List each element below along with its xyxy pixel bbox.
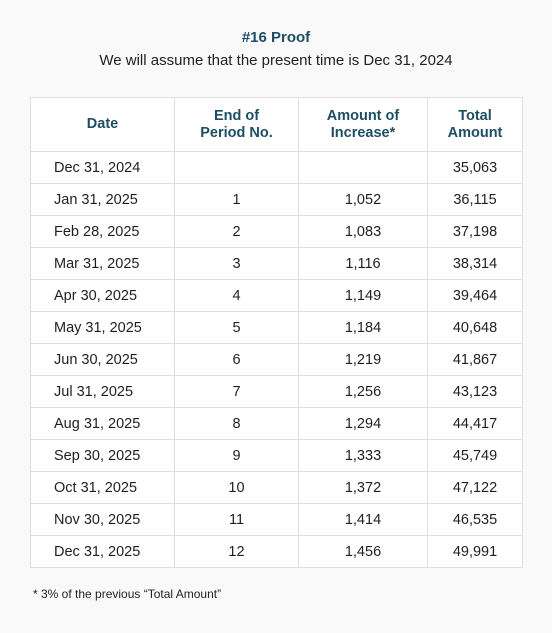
cell-date: May 31, 2025 bbox=[30, 311, 175, 344]
cell-period: 4 bbox=[174, 279, 299, 312]
cell-increase: 1,116 bbox=[298, 247, 428, 280]
cell-total: 47,122 bbox=[427, 471, 523, 504]
cell-total: 45,749 bbox=[427, 439, 523, 472]
cell-total: 44,417 bbox=[427, 407, 523, 440]
table-row: Aug 31, 2025 8 1,294 44,417 bbox=[30, 407, 523, 440]
cell-total: 35,063 bbox=[427, 151, 523, 184]
cell-total: 37,198 bbox=[427, 215, 523, 248]
cell-date: Mar 31, 2025 bbox=[30, 247, 175, 280]
cell-increase: 1,456 bbox=[298, 535, 428, 568]
table-body: Dec 31, 2024 35,063 Jan 31, 2025 1 1,052 36,1… bbox=[30, 151, 523, 568]
cell-period: 7 bbox=[174, 375, 299, 408]
cell-date: Jul 31, 2025 bbox=[30, 375, 175, 408]
cell-total: 36,115 bbox=[427, 183, 523, 216]
table-header-row: Date End of Period No. Amount of Increase*… bbox=[30, 97, 523, 152]
header-total: Total Amount bbox=[427, 97, 523, 152]
cell-period: 1 bbox=[174, 183, 299, 216]
header-increase: Amount of Increase* bbox=[298, 97, 428, 152]
cell-date: Aug 31, 2025 bbox=[30, 407, 175, 440]
cell-total: 40,648 bbox=[427, 311, 523, 344]
cell-date: Apr 30, 2025 bbox=[30, 279, 175, 312]
cell-period: 11 bbox=[174, 503, 299, 536]
table-row: Oct 31, 2025 10 1,372 47,122 bbox=[30, 471, 523, 504]
cell-period: 8 bbox=[174, 407, 299, 440]
table-row: Dec 31, 2024 35,063 bbox=[30, 151, 523, 184]
table-row: Nov 30, 2025 11 1,414 46,535 bbox=[30, 503, 523, 536]
cell-period: 6 bbox=[174, 343, 299, 376]
footnote: * 3% of the previous “Total Amount” bbox=[33, 587, 222, 601]
table-row: Apr 30, 2025 4 1,149 39,464 bbox=[30, 279, 523, 312]
cell-increase: 1,414 bbox=[298, 503, 428, 536]
cell-period: 9 bbox=[174, 439, 299, 472]
cell-period: 5 bbox=[174, 311, 299, 344]
cell-date: Sep 30, 2025 bbox=[30, 439, 175, 472]
cell-date: Feb 28, 2025 bbox=[30, 215, 175, 248]
table-row: Mar 31, 2025 3 1,116 38,314 bbox=[30, 247, 523, 280]
table-row: Jun 30, 2025 6 1,219 41,867 bbox=[30, 343, 523, 376]
cell-total: 39,464 bbox=[427, 279, 523, 312]
cell-total: 41,867 bbox=[427, 343, 523, 376]
cell-total: 49,991 bbox=[427, 535, 523, 568]
cell-total: 38,314 bbox=[427, 247, 523, 280]
cell-total: 46,535 bbox=[427, 503, 523, 536]
cell-date: Jun 30, 2025 bbox=[30, 343, 175, 376]
cell-increase: 1,294 bbox=[298, 407, 428, 440]
table-row: Feb 28, 2025 2 1,083 37,198 bbox=[30, 215, 523, 248]
table-row: Jan 31, 2025 1 1,052 36,115 bbox=[30, 183, 523, 216]
cell-increase: 1,184 bbox=[298, 311, 428, 344]
header-date: Date bbox=[30, 97, 175, 152]
cell-increase: 1,149 bbox=[298, 279, 428, 312]
table-row: Sep 30, 2025 9 1,333 45,749 bbox=[30, 439, 523, 472]
cell-total: 43,123 bbox=[427, 375, 523, 408]
table-row: Dec 31, 2025 12 1,456 49,991 bbox=[30, 535, 523, 568]
proof-table: Date End of Period No. Amount of Increase*… bbox=[30, 97, 523, 568]
cell-period bbox=[174, 151, 299, 184]
header-period: End of Period No. bbox=[174, 97, 299, 152]
table-row: May 31, 2025 5 1,184 40,648 bbox=[30, 311, 523, 344]
cell-increase bbox=[298, 151, 428, 184]
cell-increase: 1,083 bbox=[298, 215, 428, 248]
cell-period: 2 bbox=[174, 215, 299, 248]
cell-increase: 1,052 bbox=[298, 183, 428, 216]
cell-increase: 1,219 bbox=[298, 343, 428, 376]
cell-increase: 1,256 bbox=[298, 375, 428, 408]
cell-date: Jan 31, 2025 bbox=[30, 183, 175, 216]
cell-increase: 1,333 bbox=[298, 439, 428, 472]
table-row: Jul 31, 2025 7 1,256 43,123 bbox=[30, 375, 523, 408]
cell-date: Dec 31, 2024 bbox=[30, 151, 175, 184]
cell-date: Nov 30, 2025 bbox=[30, 503, 175, 536]
cell-period: 3 bbox=[174, 247, 299, 280]
cell-period: 12 bbox=[174, 535, 299, 568]
cell-period: 10 bbox=[174, 471, 299, 504]
cell-increase: 1,372 bbox=[298, 471, 428, 504]
page-subtitle: We will assume that the present time is … bbox=[99, 52, 453, 69]
cell-date: Dec 31, 2025 bbox=[30, 535, 175, 568]
page-title: #16 Proof bbox=[241, 29, 311, 46]
cell-date: Oct 31, 2025 bbox=[30, 471, 175, 504]
